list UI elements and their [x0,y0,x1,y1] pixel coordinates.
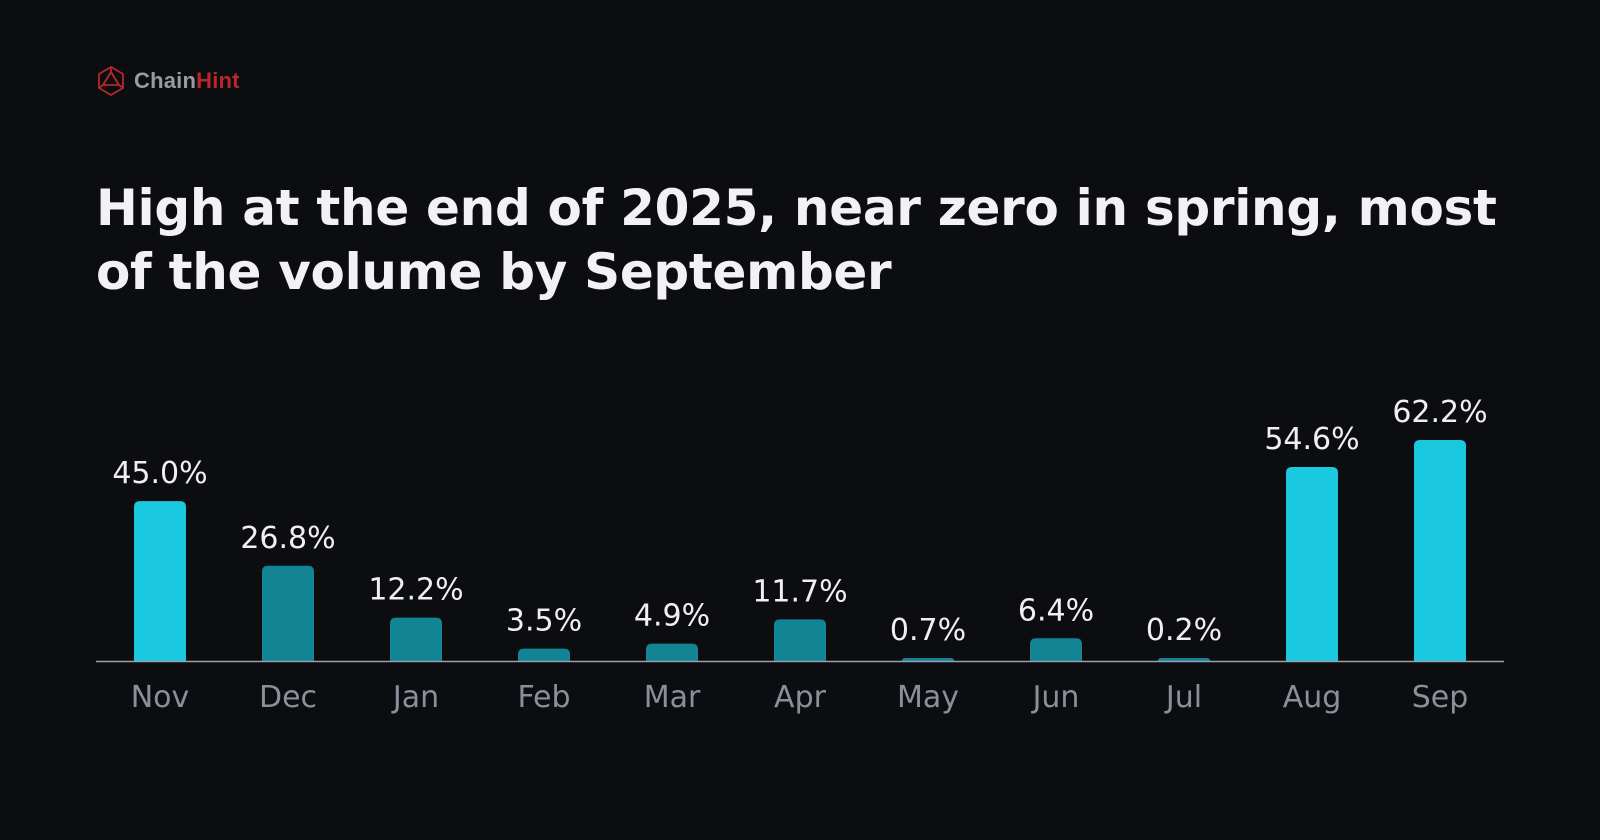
category-label-jan: Jan [391,680,439,715]
value-label-nov: 45.0% [112,456,207,491]
value-label-jan: 12.2% [368,573,463,608]
category-label-jun: Jun [1031,680,1080,715]
bar-jan [390,617,442,661]
bar-mar [646,643,698,661]
category-label-jul: Jul [1164,680,1202,715]
value-label-aug: 54.6% [1264,422,1359,457]
bar-aug [1286,467,1338,661]
value-label-may: 0.7% [890,613,966,648]
category-label-feb: Feb [517,680,570,715]
category-label-sep: Sep [1412,680,1469,715]
value-label-feb: 3.5% [506,604,582,639]
category-label-apr: Apr [774,680,827,715]
bar-may [902,658,954,661]
bar-jun [1030,638,1082,661]
brand-logo: ChainHint [94,64,240,98]
bar-nov [134,501,186,661]
chart-title: High at the end of 2025, near zero in sp… [96,179,1497,301]
bar-dec [262,565,314,661]
bar-apr [774,619,826,661]
category-label-dec: Dec [259,680,317,715]
bar-feb [518,648,570,661]
value-label-jul: 0.2% [1146,613,1222,648]
category-label-aug: Aug [1283,680,1342,715]
brand-name-part2: Hint [196,68,240,93]
bar-sep [1414,440,1466,661]
bar-jul [1158,658,1210,661]
brand-name: ChainHint [134,68,240,94]
brand-name-part1: Chain [134,68,197,93]
category-label-mar: Mar [644,680,701,715]
category-label-nov: Nov [131,680,190,715]
network-polygon-logo-icon [98,66,124,96]
category-label-may: May [897,680,959,715]
value-label-dec: 26.8% [240,521,335,556]
value-label-mar: 4.9% [634,599,710,634]
value-label-jun: 6.4% [1018,593,1094,628]
value-label-apr: 11.7% [752,574,847,609]
value-label-sep: 62.2% [1392,395,1487,430]
